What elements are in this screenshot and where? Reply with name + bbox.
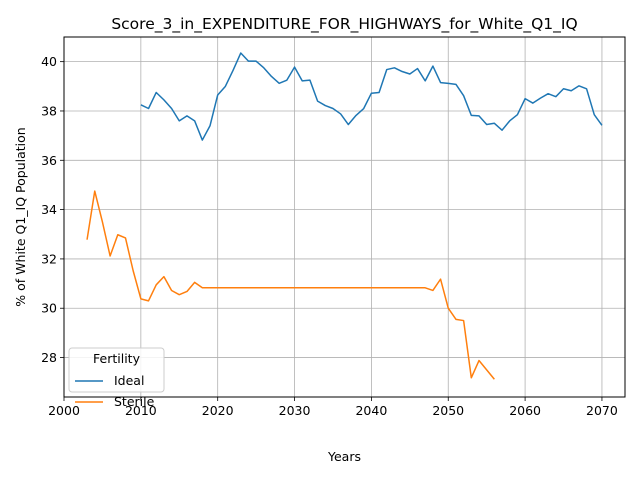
y-tick-label: 30	[41, 301, 57, 316]
grid	[63, 37, 625, 397]
legend-label-ideal: Ideal	[114, 373, 144, 388]
y-tick-label: 40	[41, 54, 57, 69]
x-tick-label: 2040	[355, 403, 387, 418]
legend-title: Fertility	[93, 351, 141, 366]
y-tick-label: 32	[41, 251, 57, 266]
series-line-sterile	[86, 190, 495, 380]
series-line-ideal	[140, 52, 603, 141]
x-tick-label: 2060	[509, 403, 541, 418]
x-tick-label: 2050	[432, 403, 464, 418]
y-axis-label: % of White Q1_IQ Population	[13, 127, 28, 306]
x-axis-label: Years	[327, 449, 361, 464]
axis-ticks: 2000 2010 2020 2030 2040 2050 2060 2070 28 30 32 34…	[41, 54, 618, 418]
legend: Fertility Ideal Sterile	[68, 347, 165, 409]
x-tick-label: 2070	[586, 403, 618, 418]
plot-frame	[63, 36, 626, 398]
legend-label-sterile: Sterile	[114, 394, 155, 409]
x-tick-label: 2020	[202, 403, 234, 418]
x-tick-label: 2010	[125, 403, 157, 418]
y-tick-label: 36	[41, 153, 57, 168]
y-tick-label: 38	[41, 103, 57, 118]
series-lines	[86, 52, 603, 380]
x-tick-label: 2000	[48, 403, 80, 418]
y-tick-label: 34	[41, 202, 57, 217]
chart-title: Score_3_in_EXPENDITURE_FOR_HIGHWAYS_for_…	[111, 15, 577, 34]
x-tick-label: 2030	[279, 403, 311, 418]
y-tick-label: 28	[41, 350, 57, 365]
